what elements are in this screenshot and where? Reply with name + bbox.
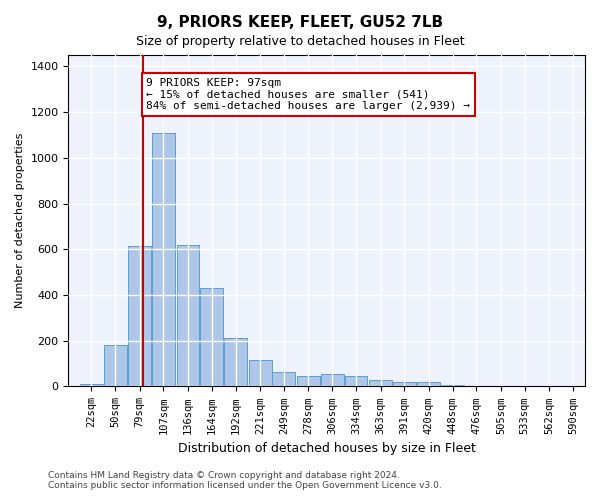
Bar <box>418 382 440 386</box>
Bar <box>248 360 272 386</box>
Bar <box>224 338 247 386</box>
Bar <box>200 288 223 386</box>
X-axis label: Distribution of detached houses by size in Fleet: Distribution of detached houses by size … <box>178 442 476 455</box>
Text: 9 PRIORS KEEP: 97sqm
← 15% of detached houses are smaller (541)
84% of semi-deta: 9 PRIORS KEEP: 97sqm ← 15% of detached h… <box>146 78 470 111</box>
Bar <box>152 132 175 386</box>
Bar <box>176 244 199 386</box>
Text: Contains HM Land Registry data © Crown copyright and database right 2024.
Contai: Contains HM Land Registry data © Crown c… <box>48 470 442 490</box>
Y-axis label: Number of detached properties: Number of detached properties <box>15 133 25 308</box>
Bar <box>369 380 392 386</box>
Bar <box>321 374 344 386</box>
Bar <box>104 346 127 387</box>
Text: Size of property relative to detached houses in Fleet: Size of property relative to detached ho… <box>136 35 464 48</box>
Bar <box>344 376 367 386</box>
Bar <box>272 372 295 386</box>
Bar <box>393 382 416 386</box>
Bar <box>297 376 320 386</box>
Bar <box>128 246 151 386</box>
Bar <box>80 384 103 386</box>
Text: 9, PRIORS KEEP, FLEET, GU52 7LB: 9, PRIORS KEEP, FLEET, GU52 7LB <box>157 15 443 30</box>
